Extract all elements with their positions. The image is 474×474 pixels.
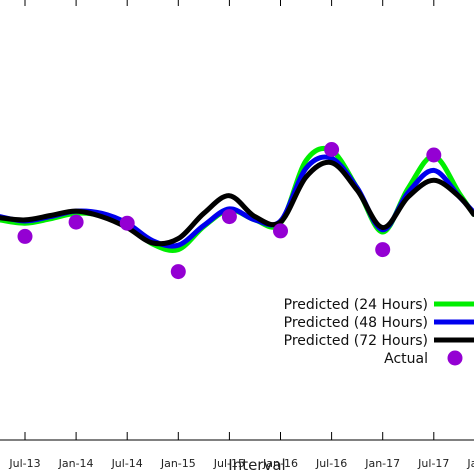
x-tick-label: Jan-16 [262, 457, 298, 470]
actual-point-4 [221, 209, 237, 225]
x-tick-label: Jan-14 [58, 457, 94, 470]
x-tick-label: Jan-15 [160, 457, 196, 470]
actual-point-2 [119, 215, 135, 231]
x-tick-label: Jul-14 [111, 457, 143, 470]
legend-label-predicted-48-hours: Predicted (48 Hours) [284, 315, 428, 331]
legend-swatch-actual [447, 350, 463, 366]
x-tick-label: Jul-17 [417, 457, 449, 470]
series-line-predicted-72-hours [0, 159, 474, 247]
actual-point-1 [68, 214, 84, 230]
actual-point-6 [324, 142, 340, 157]
legend: Predicted (24 Hours) Predicted (48 Hours)… [258, 290, 474, 376]
x-tick-label: Jul-15 [213, 457, 245, 470]
actual-point-7 [375, 242, 391, 258]
actual-point-3 [170, 264, 186, 280]
actual-point-8 [426, 147, 442, 163]
x-tick-label: Jul-16 [315, 457, 347, 470]
actual-point-5 [273, 223, 288, 239]
x-axis-title: Interval [228, 456, 285, 474]
x-tick-label: Jan-18 [466, 457, 474, 470]
plot-area [0, 142, 474, 280]
legend-label-predicted-72-hours: Predicted (72 Hours) [284, 333, 428, 349]
actual-point-0 [17, 228, 33, 244]
legend-label-predicted-24-hours: Predicted (24 Hours) [284, 297, 428, 313]
x-tick-label: Jan-17 [364, 457, 400, 470]
x-tick-label: Jul-13 [8, 457, 40, 470]
legend-label-actual: Actual [384, 351, 428, 367]
